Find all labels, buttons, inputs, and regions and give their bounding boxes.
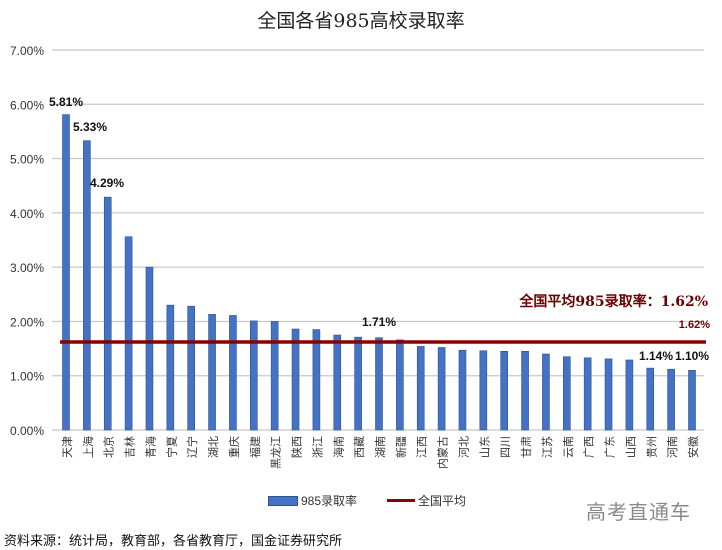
x-category-label: 山西 xyxy=(624,436,637,458)
bar xyxy=(103,196,112,431)
x-category-label: 天津 xyxy=(61,436,74,458)
x-category-label: 山东 xyxy=(478,436,491,458)
x-category-label: 青海 xyxy=(143,436,157,458)
legend-line-swatch-icon xyxy=(387,499,416,502)
bar xyxy=(187,305,195,431)
y-tick-label: 1.00% xyxy=(10,370,44,384)
x-category-label: 黑龙江 xyxy=(270,436,283,469)
x-category-label: 湖北 xyxy=(207,436,220,458)
x-category-label: 北京 xyxy=(102,436,116,458)
x-category-label: 广东 xyxy=(604,436,617,458)
data-label: 5.33% xyxy=(73,120,107,134)
bar xyxy=(583,357,592,431)
bar xyxy=(354,336,362,431)
y-tick-label: 6.00% xyxy=(10,98,44,112)
bar xyxy=(542,353,550,431)
bar xyxy=(208,314,216,431)
x-category-label: 福建 xyxy=(248,436,262,458)
x-category-label: 陕西 xyxy=(290,436,304,458)
bar xyxy=(333,334,342,431)
x-category-label: 河北 xyxy=(457,436,470,458)
x-category-label: 贵州 xyxy=(645,436,658,458)
bar xyxy=(667,368,675,431)
bar xyxy=(458,349,467,431)
y-tick-label: 3.00% xyxy=(10,261,44,275)
x-category-label: 广西 xyxy=(583,436,596,458)
x-category-label: 浙江 xyxy=(311,436,324,458)
x-category-label: 湖南 xyxy=(374,436,387,458)
x-category-label: 河南 xyxy=(666,436,679,458)
bar xyxy=(250,320,258,431)
data-label: 1.10% xyxy=(675,349,709,363)
bar xyxy=(479,350,488,431)
x-category-label: 甘肃 xyxy=(520,436,533,458)
legend-bar-label: 985录取率 xyxy=(301,494,358,508)
bar xyxy=(270,321,279,431)
x-category-label: 江苏 xyxy=(541,436,554,458)
y-tick-label: 0.00% xyxy=(10,424,44,438)
bar xyxy=(521,350,529,431)
bar xyxy=(83,140,91,431)
bar xyxy=(145,266,154,431)
bar xyxy=(312,329,321,431)
chart-legend: 985录取率 全国平均 xyxy=(268,492,466,509)
bar xyxy=(375,337,383,431)
data-label: 5.81% xyxy=(49,95,83,109)
bar xyxy=(625,359,634,431)
bar xyxy=(500,350,509,431)
bar xyxy=(166,304,175,431)
y-tick-label: 7.00% xyxy=(10,44,44,58)
x-category-label: 宁夏 xyxy=(164,436,178,458)
watermark: 高考直通车 xyxy=(586,500,691,524)
x-category-label: 内蒙古 xyxy=(436,436,450,469)
bar xyxy=(291,328,300,431)
x-category-label: 吉林 xyxy=(123,436,137,458)
x-category-label: 辽宁 xyxy=(185,436,199,458)
source-note: 资料来源：统计局，教育部，各省教育厅，国金证券研究所 xyxy=(4,534,343,549)
bar xyxy=(416,346,425,431)
x-category-label: 上海 xyxy=(81,436,95,458)
y-tick-label: 2.00% xyxy=(10,315,44,329)
legend-line-label: 全国平均 xyxy=(418,494,467,508)
x-category-label: 西藏 xyxy=(353,436,366,458)
data-label: 4.29% xyxy=(90,176,124,190)
bar-chart: 0.00% 1.00% 2.00% 3.00% 4.00% 5.00% 6.00% 7.00%… xyxy=(10,44,710,469)
x-category-label: 江西 xyxy=(416,436,429,458)
bar xyxy=(562,356,571,431)
chart-title: 全国各省985高校录取率 xyxy=(257,10,465,32)
bar xyxy=(124,236,133,431)
bar xyxy=(62,114,70,431)
y-tick-label: 4.00% xyxy=(10,207,44,221)
bar xyxy=(646,367,655,431)
x-category-label: 云南 xyxy=(562,436,575,458)
legend-bar-swatch-icon xyxy=(268,495,298,506)
bar xyxy=(604,358,613,431)
y-tick-label: 5.00% xyxy=(10,153,44,167)
x-category-label: 重庆 xyxy=(227,436,241,458)
x-category-label: 安徽 xyxy=(686,436,700,458)
x-category-label: 新疆 xyxy=(394,436,408,458)
bar xyxy=(396,339,404,431)
data-label: 1.71% xyxy=(362,315,396,329)
bar xyxy=(229,315,237,431)
x-category-label: 海南 xyxy=(331,436,345,458)
data-label: 1.14% xyxy=(639,349,673,363)
x-category-label: 四川 xyxy=(499,436,512,458)
bar xyxy=(688,369,696,431)
average-value-label: 1.62% xyxy=(679,319,710,331)
average-annotation: 全国平均985录取率：1.62% xyxy=(518,293,708,310)
bar xyxy=(437,347,446,431)
